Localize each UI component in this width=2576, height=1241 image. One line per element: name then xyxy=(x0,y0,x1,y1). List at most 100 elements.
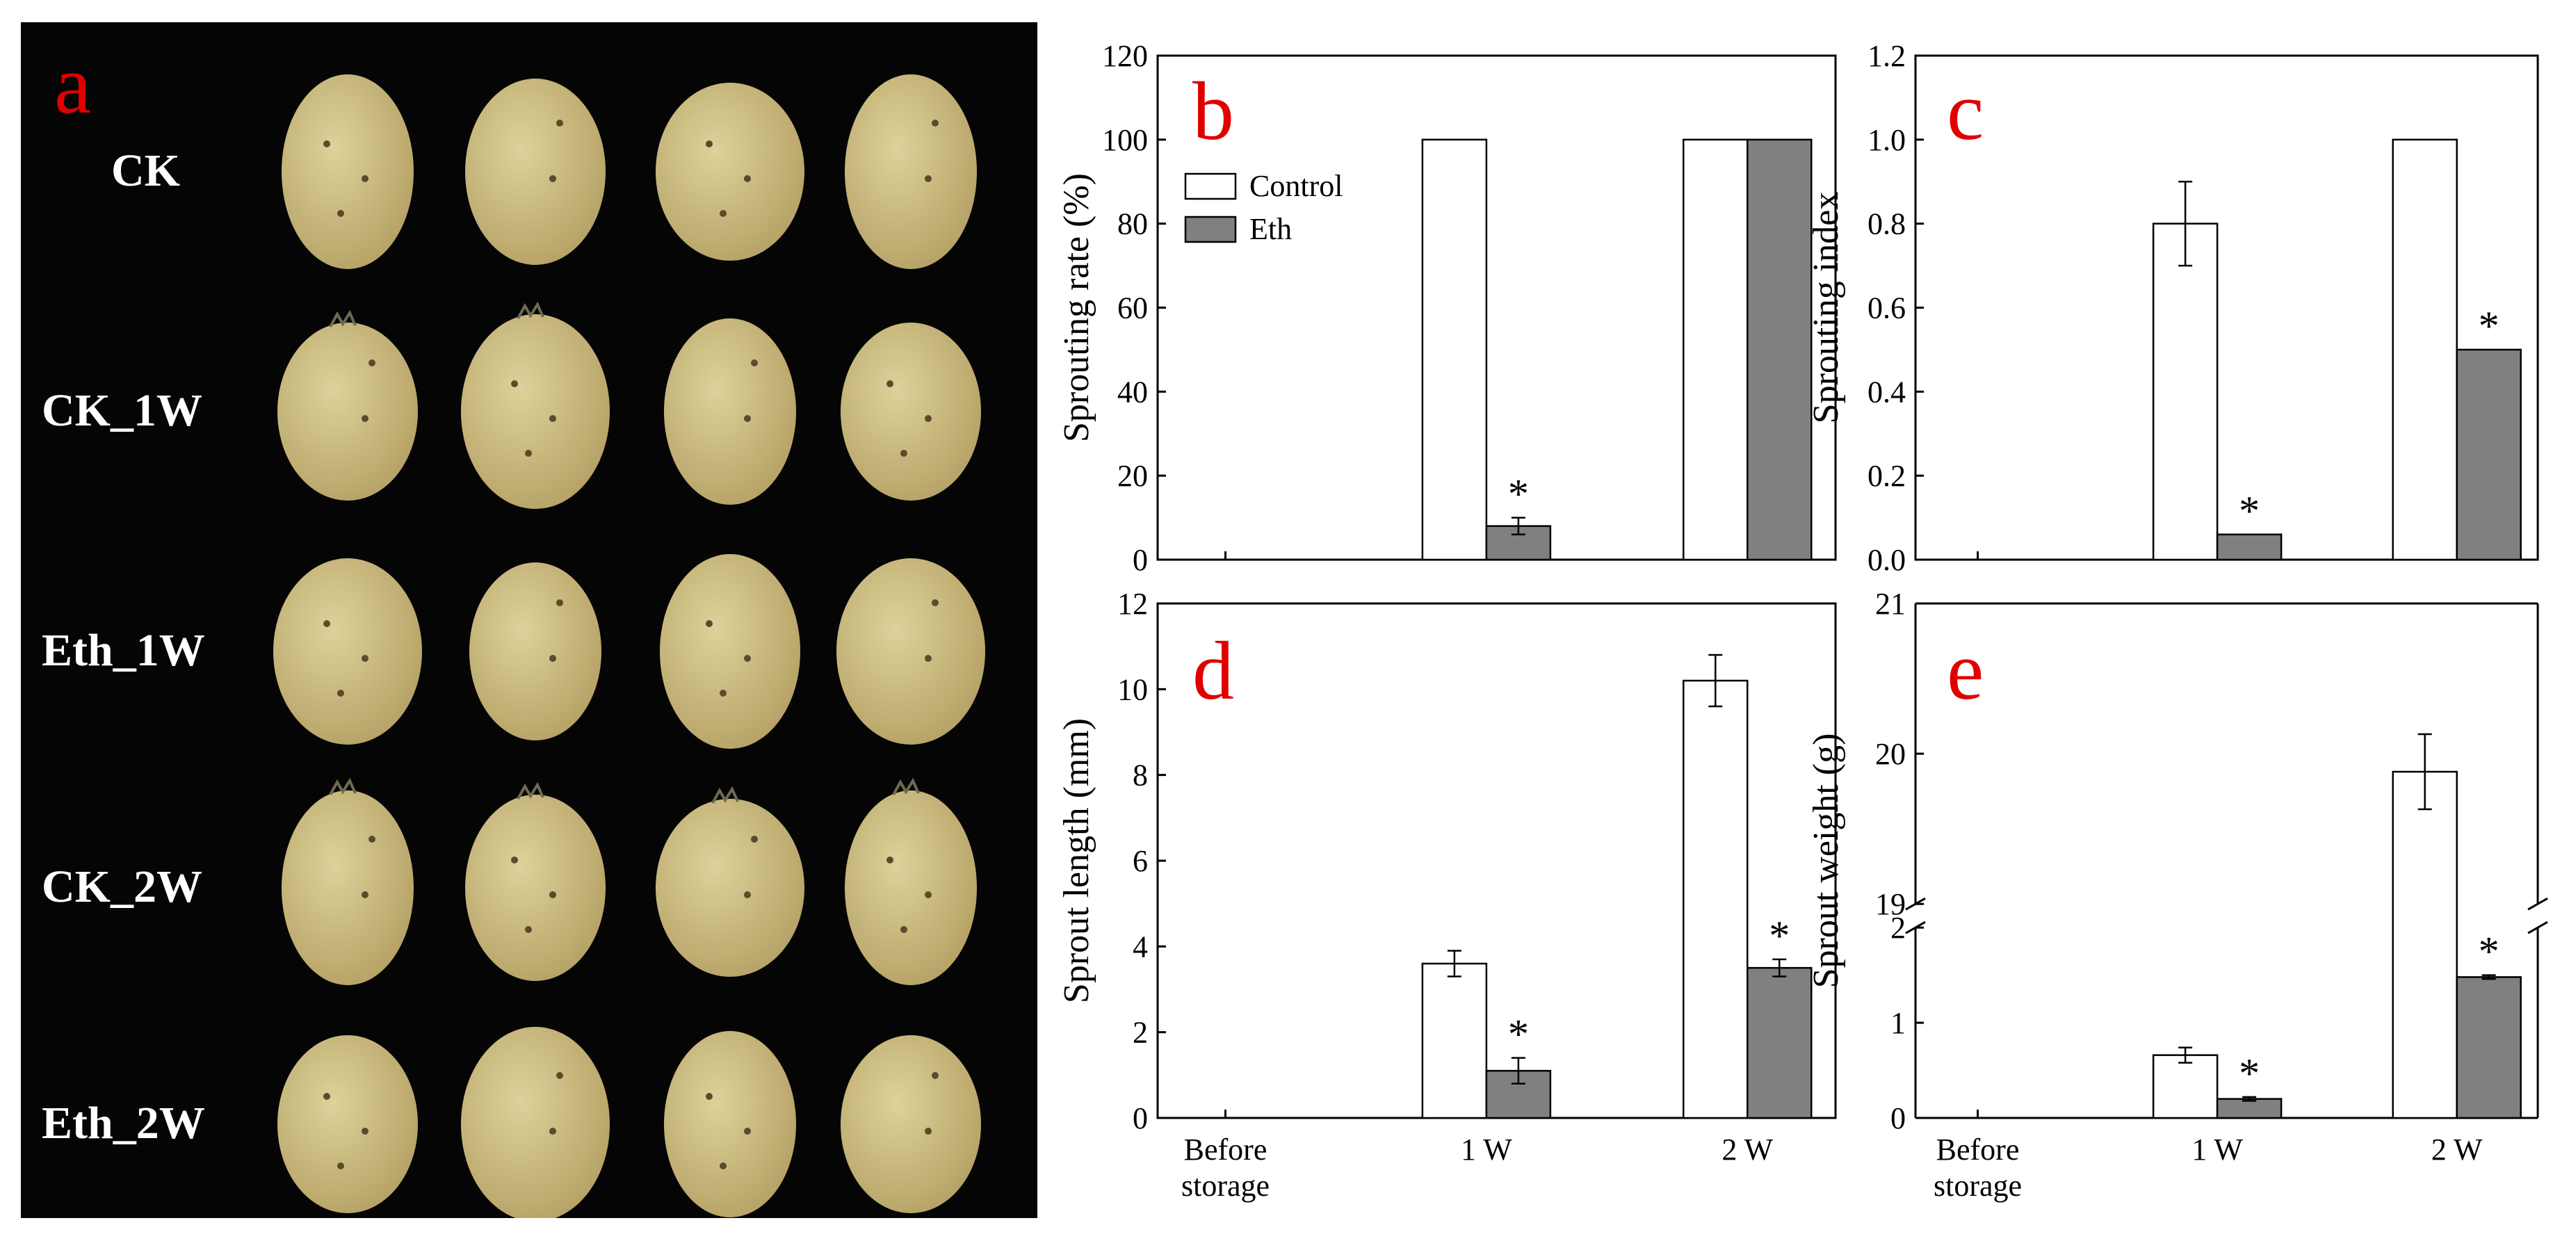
y-tick-label: 2 xyxy=(1890,911,1906,945)
potato-image xyxy=(841,323,981,501)
x-tick-label: storage xyxy=(1934,1169,2022,1203)
y-tick-label: 0.8 xyxy=(1868,207,1906,241)
y-axis-label: Sprout length (mm) xyxy=(1057,718,1096,1003)
potato-body xyxy=(656,799,804,977)
potato-image xyxy=(282,777,414,985)
potato-eye xyxy=(744,175,751,182)
potato-eye xyxy=(932,120,939,127)
potato-image xyxy=(656,83,804,261)
significance-mark: * xyxy=(1508,471,1529,517)
bar-control xyxy=(1683,679,1749,1119)
potato-eye xyxy=(337,1162,344,1169)
sprout xyxy=(329,777,357,795)
y-tick-label: 21 xyxy=(1875,587,1906,621)
chart-panel-d: 0 2 4 6 8 10 12 Sprout length (mm) d Beforestorag… xyxy=(1057,587,1837,1203)
y-tick-label: 80 xyxy=(1117,207,1148,241)
potato-body xyxy=(461,314,610,509)
potato-body xyxy=(282,74,414,269)
potato-image xyxy=(465,79,606,265)
bar-eth xyxy=(2216,1098,2283,1119)
potato-eye xyxy=(337,690,344,697)
potato-body xyxy=(469,562,601,740)
bar-eth xyxy=(2456,348,2522,561)
potato-eye xyxy=(323,140,330,147)
y-tick-label: 8 xyxy=(1133,759,1148,793)
potato-eye xyxy=(323,620,330,627)
row-label-ck_2w: CK_2W xyxy=(42,861,202,912)
bar-control xyxy=(1421,962,1488,1119)
y-tick-label: 4 xyxy=(1133,930,1148,964)
potato-body xyxy=(273,558,422,745)
potato-body xyxy=(841,1035,981,1213)
potato-image xyxy=(465,781,606,981)
potato-eye xyxy=(549,891,556,898)
panel-letter-d: d xyxy=(1192,624,1234,717)
potato-eye xyxy=(549,175,556,182)
sprout xyxy=(329,309,357,327)
y-tick-label: 100 xyxy=(1102,123,1148,157)
potato-eye xyxy=(549,1128,556,1135)
chart-panel-c: 0.0 0.2 0.4 0.6 0.8 1.0 1.2 Sprouting index c * * xyxy=(1806,39,2539,577)
potato-eye xyxy=(706,1093,713,1100)
potato-body xyxy=(461,1027,610,1218)
y-axis-label: Sprouting index xyxy=(1806,192,1846,424)
potato-eye xyxy=(368,359,375,366)
potato-eye xyxy=(525,450,532,457)
bar-control xyxy=(2152,1054,2219,1119)
legend-swatch-eth xyxy=(1184,216,1237,243)
significance-mark: * xyxy=(1769,913,1790,959)
potato-eye xyxy=(720,690,727,697)
potato-body xyxy=(664,1031,796,1217)
potato-image xyxy=(273,558,422,745)
potato-eye xyxy=(744,891,751,898)
potato-image xyxy=(656,786,804,977)
x-tick-label: 2 W xyxy=(1722,1133,1773,1167)
potato-image xyxy=(664,1031,796,1217)
y-tick-label: 1 xyxy=(1890,1006,1906,1040)
y-tick-label: 20 xyxy=(1875,737,1906,771)
panel-letter-b: b xyxy=(1192,65,1234,157)
sprout xyxy=(517,781,544,800)
potato-body xyxy=(277,323,418,501)
potato-eye xyxy=(932,1072,939,1079)
panel-letter-c: c xyxy=(1947,65,1984,157)
potato-body xyxy=(836,558,985,745)
bar-eth xyxy=(1747,138,1813,561)
x-tick-label: 1 W xyxy=(2192,1133,2243,1167)
row-label-eth_2w: Eth_2W xyxy=(42,1098,205,1149)
potato-eye xyxy=(362,891,368,898)
bar-control xyxy=(1683,138,1749,561)
sprout xyxy=(517,301,544,319)
bar-control xyxy=(1421,138,1488,561)
potato-eye xyxy=(925,175,932,182)
y-tick-label: 0.6 xyxy=(1868,291,1906,325)
potato-body xyxy=(465,79,606,265)
axis-break-mark xyxy=(2527,897,2548,911)
panel-letter-e: e xyxy=(1947,624,1984,717)
y-axis-label: Sprout weight (g) xyxy=(1806,733,1846,989)
y-tick-label: 6 xyxy=(1133,844,1148,878)
potato-eye xyxy=(525,926,532,933)
significance-mark: * xyxy=(2239,488,2260,534)
x-tick-label: Before xyxy=(1184,1133,1267,1167)
potato-image xyxy=(841,1035,981,1213)
axis-break-mark xyxy=(2527,920,2548,934)
bar-control xyxy=(2152,222,2219,561)
potato-eye xyxy=(886,857,893,863)
potato-eye xyxy=(337,210,344,217)
potato-eye xyxy=(368,836,375,843)
potato-eye xyxy=(720,1162,727,1169)
bar-eth xyxy=(1747,966,1813,1119)
potato-photo-canvas: a CK CK_1W Eth_1W CK_2W Eth_2W xyxy=(21,22,1037,1218)
potato-body xyxy=(660,554,800,749)
potato-body xyxy=(282,790,414,985)
potato-body xyxy=(841,323,981,501)
sprout xyxy=(711,786,739,804)
potato-eye xyxy=(900,926,907,933)
bar-control xyxy=(2392,138,2458,561)
potato-image xyxy=(664,318,796,505)
potato-eye xyxy=(744,415,751,422)
x-tick-label: 1 W xyxy=(1461,1133,1512,1167)
panel-letter-a: a xyxy=(54,38,91,131)
y-tick-label: 0 xyxy=(1890,1101,1906,1135)
